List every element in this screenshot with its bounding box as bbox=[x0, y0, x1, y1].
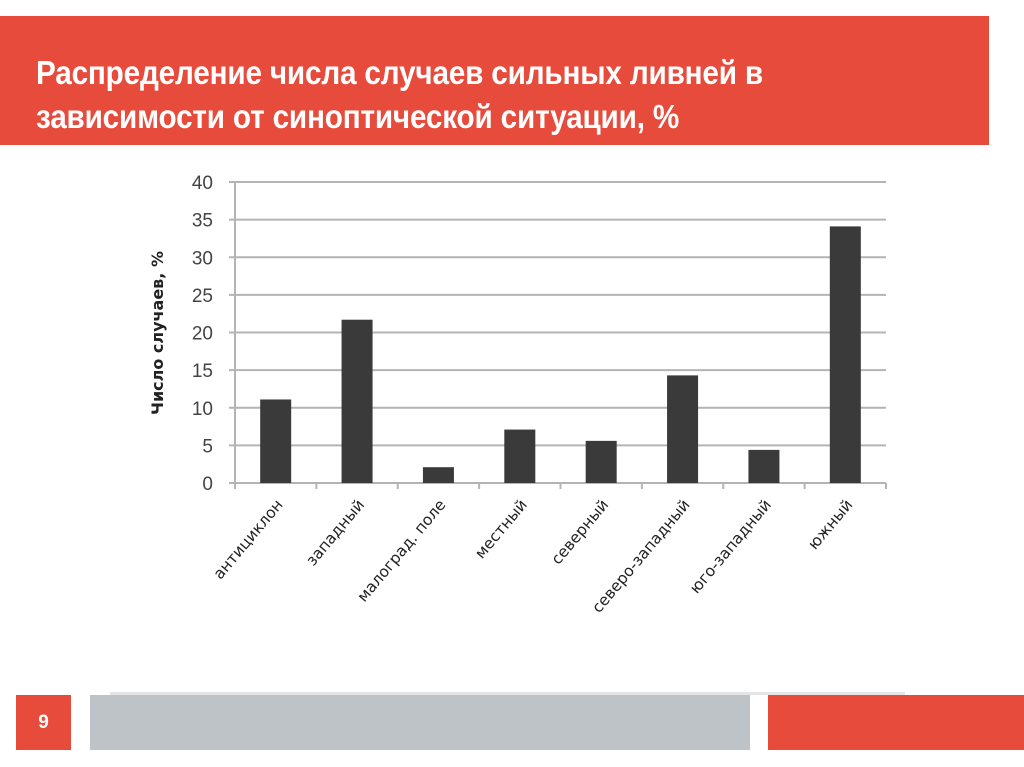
title-banner: Распределение числа случаев сильных ливн… bbox=[0, 16, 989, 145]
y-tick-label: 5 bbox=[202, 436, 213, 457]
chart-canvas: 0 5 10 15 20 25 30 35 40 антициклон западныймалогр… bbox=[148, 173, 887, 616]
bar bbox=[585, 440, 617, 483]
x-tick-label: западный bbox=[303, 496, 369, 569]
bar bbox=[667, 375, 699, 483]
bar bbox=[260, 399, 292, 483]
y-tick-label: 25 bbox=[192, 286, 213, 307]
bar bbox=[748, 449, 780, 483]
footer-divider bbox=[110, 692, 905, 695]
x-tick-label: северный bbox=[548, 496, 613, 568]
y-tick-label: 40 bbox=[192, 173, 213, 194]
bar-chart: 0 5 10 15 20 25 30 35 40 антициклон западный малогр… bbox=[148, 173, 887, 616]
y-tick-label: 35 bbox=[192, 211, 213, 232]
y-axis-label: Число случаев, % bbox=[148, 251, 167, 415]
y-tick-label: 30 bbox=[192, 248, 213, 269]
bar bbox=[829, 226, 861, 483]
x-tick-label: юго-западный bbox=[686, 496, 775, 597]
y-tick-label: 15 bbox=[192, 361, 213, 382]
x-tick-label: антициклон bbox=[210, 496, 287, 583]
footer-gray-bar bbox=[90, 695, 750, 750]
bar bbox=[341, 319, 373, 483]
y-tick-label: 20 bbox=[192, 324, 213, 345]
y-tick-label: 0 bbox=[202, 474, 213, 495]
y-tick-label: 10 bbox=[192, 399, 213, 420]
x-tick-label: малоград. поле bbox=[354, 496, 450, 605]
footer-red-bar bbox=[768, 695, 1024, 750]
bar bbox=[504, 429, 536, 483]
bar bbox=[422, 467, 454, 483]
x-tick-label: южный bbox=[804, 496, 856, 553]
x-tick-label: местный bbox=[471, 496, 531, 562]
slide-title: Распределение числа случаев сильных ливн… bbox=[36, 54, 764, 135]
page-number: 9 bbox=[16, 695, 71, 750]
